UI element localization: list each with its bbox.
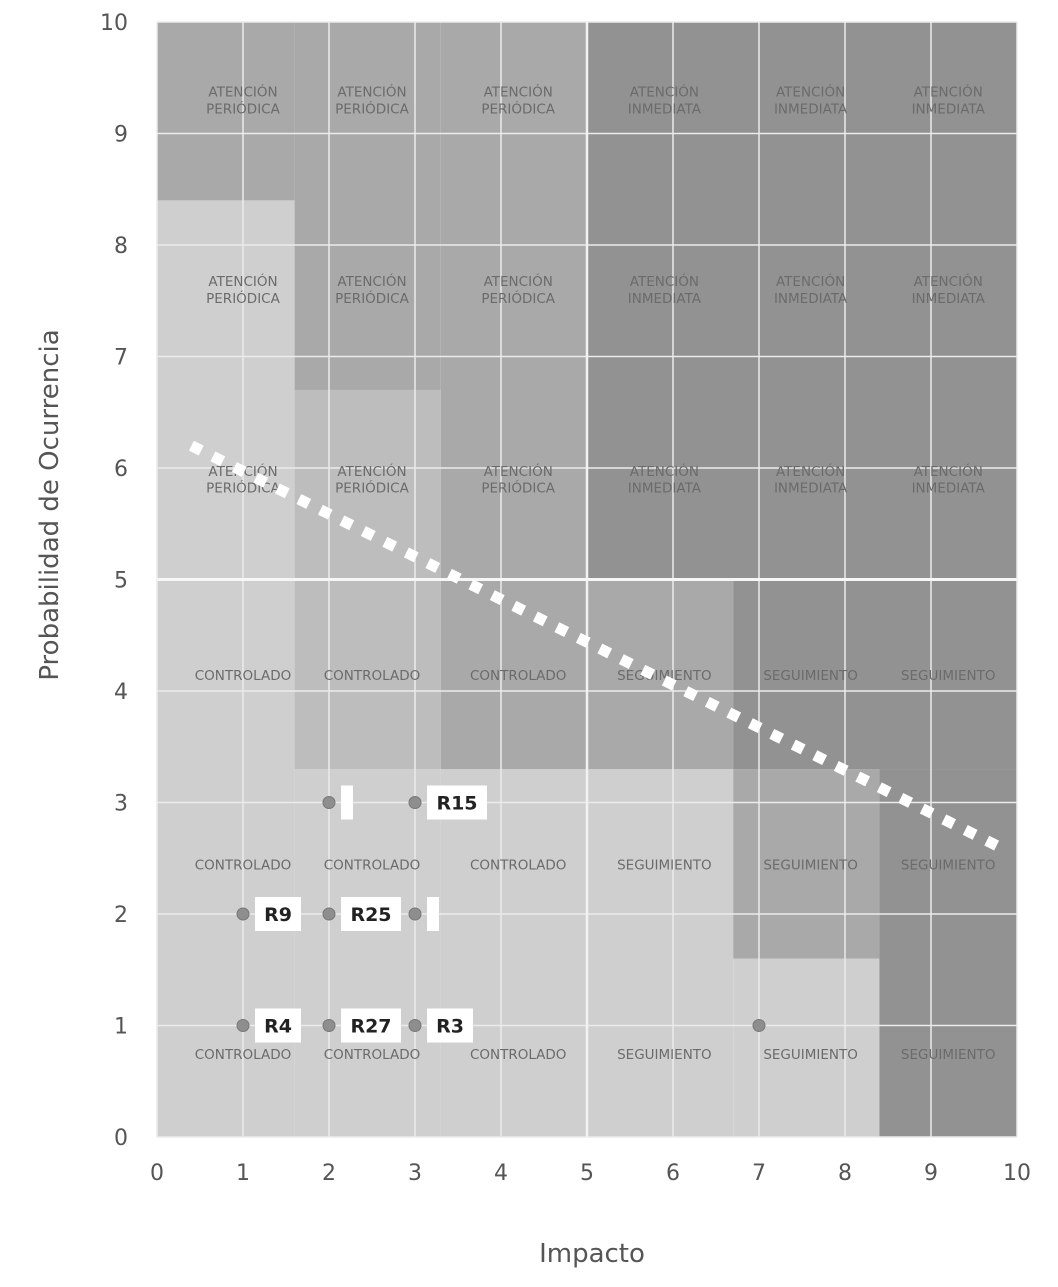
point-label-bg bbox=[427, 1008, 473, 1043]
zone-label: CONTROLADO bbox=[324, 1047, 421, 1063]
x-tick-label: 2 bbox=[322, 1161, 336, 1186]
zone-label: SEGUIMIENTO bbox=[901, 857, 996, 873]
x-tick-label: 7 bbox=[752, 1161, 766, 1186]
zone-7 bbox=[440, 22, 587, 580]
data-point bbox=[752, 1019, 766, 1032]
zone-label: CONTROLADO bbox=[470, 668, 567, 684]
zone-label: CONTROLADO bbox=[195, 857, 292, 873]
x-tick-label: 4 bbox=[494, 1161, 508, 1186]
zone-5 bbox=[440, 769, 587, 1137]
data-point bbox=[322, 907, 336, 921]
zone-label: ATENCIÓN INMEDIATA bbox=[912, 462, 986, 497]
y-axis-title: Probabilidad de Ocurrencia bbox=[35, 329, 65, 680]
y-tick-label: 0 bbox=[114, 1126, 128, 1151]
zone-label: ATENCIÓN INMEDIATA bbox=[628, 83, 702, 118]
point-label: R15 bbox=[436, 793, 477, 815]
x-tick-label: 6 bbox=[666, 1161, 680, 1186]
zone-label: CONTROLADO bbox=[324, 668, 421, 684]
point-label: R27 bbox=[350, 1016, 391, 1038]
y-tick-label: 9 bbox=[114, 123, 128, 148]
x-tick-label: 10 bbox=[1003, 1161, 1031, 1186]
data-point bbox=[408, 907, 422, 921]
y-tick-label: 10 bbox=[100, 11, 128, 36]
zone-label: ATENCIÓN INMEDIATA bbox=[912, 83, 986, 118]
y-tick-label: 5 bbox=[114, 569, 128, 594]
zone-label: SEGUIMIENTO bbox=[763, 668, 858, 684]
x-tick-label: 5 bbox=[580, 1161, 594, 1186]
zone-label: SEGUIMIENTO bbox=[617, 1047, 712, 1063]
data-point bbox=[236, 907, 250, 921]
zone-label: SEGUIMIENTO bbox=[901, 1047, 996, 1063]
zone-label: CONTROLADO bbox=[195, 1047, 292, 1063]
data-point bbox=[408, 796, 422, 809]
x-axis-title: Impacto bbox=[539, 1239, 645, 1269]
y-tick-label: 1 bbox=[114, 1015, 128, 1040]
x-tick-label: 9 bbox=[924, 1161, 938, 1186]
zone-label: SEGUIMIENTO bbox=[763, 857, 858, 873]
zone-label: SEGUIMIENTO bbox=[617, 668, 712, 684]
zone-8 bbox=[587, 769, 734, 1137]
zone-label: CONTROLADO bbox=[470, 857, 567, 873]
point-label: R4 bbox=[264, 1016, 292, 1038]
zone-label: CONTROLADO bbox=[195, 668, 292, 684]
data-point bbox=[322, 796, 336, 809]
threshold-line bbox=[188, 440, 1003, 853]
x-tick-label: 3 bbox=[408, 1161, 422, 1186]
zone-2 bbox=[294, 22, 441, 390]
y-tick-label: 3 bbox=[114, 792, 128, 817]
zone-4 bbox=[294, 769, 441, 1137]
zone-9 bbox=[587, 579, 734, 770]
zone-label: ATENCIÓN INMEDIATA bbox=[774, 462, 848, 497]
point-label-bg bbox=[341, 897, 401, 931]
x-tick-label: 1 bbox=[236, 1161, 250, 1186]
zone-label: ATENCIÓN INMEDIATA bbox=[774, 83, 848, 118]
x-tick-label: 0 bbox=[150, 1161, 164, 1186]
y-tick-label: 8 bbox=[114, 234, 128, 259]
zone-12 bbox=[733, 769, 880, 959]
zone-label: SEGUIMIENTO bbox=[617, 857, 712, 873]
data-point bbox=[408, 1019, 422, 1032]
point-label-bg bbox=[341, 785, 353, 820]
y-tick-label: 2 bbox=[114, 903, 128, 928]
point-label-bg bbox=[255, 897, 301, 931]
point-label: R25 bbox=[350, 904, 391, 926]
data-point bbox=[322, 1019, 336, 1032]
zone-label: ATENCIÓN INMEDIATA bbox=[628, 272, 702, 307]
zone-3 bbox=[157, 22, 295, 201]
zone-label: SEGUIMIENTO bbox=[763, 1047, 858, 1063]
zone-label: CONTROLADO bbox=[470, 1047, 567, 1063]
zone-label: SEGUIMIENTO bbox=[901, 668, 996, 684]
point-label-bg bbox=[341, 1008, 401, 1043]
point-label: R3 bbox=[436, 1016, 464, 1038]
x-tick-label: 8 bbox=[838, 1161, 852, 1186]
data-point bbox=[236, 1019, 250, 1032]
point-label-bg bbox=[427, 785, 487, 820]
zone-11 bbox=[733, 958, 880, 1137]
zone-10 bbox=[587, 22, 1017, 580]
zone-14 bbox=[879, 769, 1017, 1137]
zone-label: CONTROLADO bbox=[324, 857, 421, 873]
y-tick-label: 7 bbox=[114, 346, 128, 371]
y-tick-label: 6 bbox=[114, 457, 128, 482]
zone-label: ATENCIÓN INMEDIATA bbox=[774, 272, 848, 307]
point-label: R9 bbox=[264, 904, 292, 926]
y-tick-label: 4 bbox=[114, 680, 128, 705]
zone-label: ATENCIÓN INMEDIATA bbox=[912, 272, 986, 307]
point-label-bg bbox=[255, 1008, 301, 1043]
zone-label: ATENCIÓN INMEDIATA bbox=[628, 462, 702, 497]
point-label-bg bbox=[427, 897, 439, 931]
